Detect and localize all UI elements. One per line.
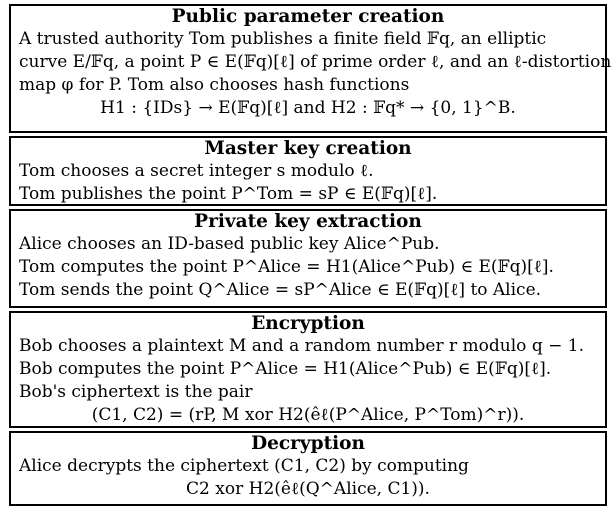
text-line: A trusted authority Tom publishes a fini… [19, 29, 547, 49]
text-line: Bob's ciphertext is the pair [19, 382, 253, 402]
text-line: Bob chooses a plaintext M and a random n… [19, 336, 584, 356]
section-title: Public parameter creation [171, 6, 445, 27]
section-public-parameter-creation: Public parameter creation A trusted auth… [9, 4, 612, 133]
section-master-key-creation: Master key creation Tom chooses a secret… [9, 136, 607, 206]
decryption-formula: C2 xor H2(êℓ(Q^Alice, C1)). [186, 479, 430, 499]
text-line: Alice chooses an ID-based public key Ali… [19, 234, 440, 254]
hash-functions-formula: H1 : {IDs} → E(𝔽q)[ℓ] and H2 : 𝔽q* → {0,… [100, 98, 516, 118]
text-line: Alice decrypts the ciphertext (C1, C2) b… [19, 456, 469, 476]
ciphertext-formula: (C1, C2) = (rP, M xor H2(êℓ(P^Alice, P^T… [91, 405, 525, 425]
section-title: Private key extraction [194, 211, 422, 232]
section-decryption: Decryption Alice decrypts the ciphertext… [9, 431, 607, 506]
section-encryption: Encryption Bob chooses a plaintext M and… [9, 311, 607, 428]
text-line: curve E/𝔽q, a point P ∈ E(𝔽q)[ℓ] of prim… [19, 52, 612, 72]
text-line: Tom chooses a secret integer s modulo ℓ. [19, 161, 374, 181]
section-title: Master key creation [204, 138, 412, 159]
text-line: Tom publishes the point P^Tom = sP ∈ E(𝔽… [19, 184, 438, 204]
section-title: Decryption [251, 433, 365, 454]
text-line: Tom computes the point P^Alice = H1(Alic… [19, 257, 554, 277]
text-line: Tom sends the point Q^Alice = sP^Alice ∈… [19, 280, 542, 300]
section-title: Encryption [251, 313, 365, 334]
section-private-key-extraction: Private key extraction Alice chooses an … [9, 209, 607, 308]
text-line: map φ for P. Tom also chooses hash funct… [19, 75, 410, 95]
text-line: Bob computes the point P^Alice = H1(Alic… [19, 359, 552, 379]
